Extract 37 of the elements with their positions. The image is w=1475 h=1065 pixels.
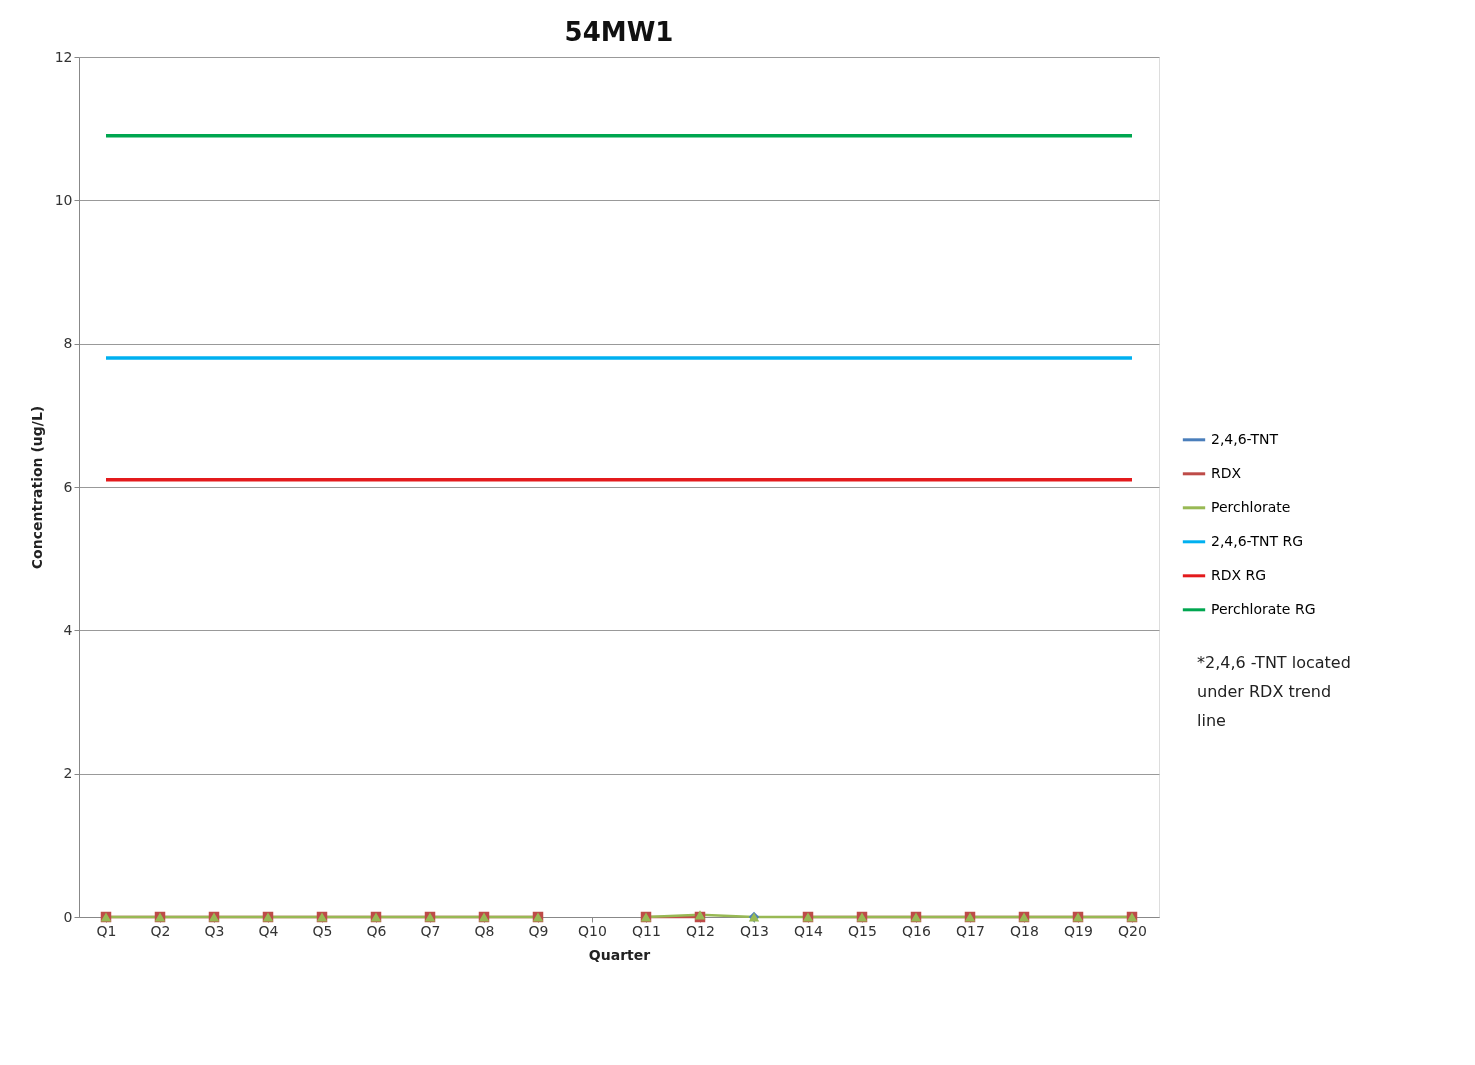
x-tick-label: Q2 bbox=[150, 922, 171, 939]
x-tick-label: Q16 bbox=[902, 922, 931, 939]
x-tick-label: Q7 bbox=[420, 922, 441, 939]
x-tick-label: Q12 bbox=[686, 922, 715, 939]
x-tick-label: Q20 bbox=[1118, 922, 1147, 939]
x-tick-label: Q1 bbox=[96, 922, 117, 939]
legend-label: 2,4,6-TNT RG bbox=[1211, 532, 1303, 549]
x-tick-label: Q4 bbox=[258, 922, 279, 939]
x-tick-label: Q10 bbox=[578, 922, 607, 939]
x-tick-label: Q11 bbox=[632, 922, 661, 939]
x-tick-label: Q13 bbox=[740, 922, 769, 939]
x-tick-label: Q8 bbox=[474, 922, 495, 939]
legend-label: 2,4,6-TNT bbox=[1211, 430, 1279, 447]
x-tick-label: Q18 bbox=[1010, 922, 1039, 939]
legend-label: RDX bbox=[1211, 464, 1242, 481]
x-tick-label: Q15 bbox=[848, 922, 877, 939]
x-tick-label: Q3 bbox=[204, 922, 225, 939]
legend-label: RDX RG bbox=[1211, 566, 1267, 583]
x-tick-label: Q19 bbox=[1064, 922, 1093, 939]
y-tick-label: 0 bbox=[63, 908, 73, 925]
x-tick-label: Q6 bbox=[366, 922, 387, 939]
x-tick-label: Q9 bbox=[528, 922, 549, 939]
chart-title: 54MW1 bbox=[564, 17, 674, 47]
y-tick-label: 10 bbox=[54, 191, 73, 208]
legend-label: Perchlorate bbox=[1211, 498, 1291, 515]
y-tick-label: 4 bbox=[63, 621, 73, 638]
text: *2,4,6 -TNT located under RDX trend line bbox=[1197, 652, 1351, 730]
legend-label: Perchlorate RG bbox=[1211, 600, 1316, 617]
y-tick-label: 2 bbox=[63, 765, 73, 782]
x-tick-label: Q14 bbox=[794, 922, 823, 939]
x-tick-label: Q5 bbox=[312, 922, 333, 939]
y-axis-title: Concentration (ug/L) bbox=[28, 405, 45, 570]
x-axis-title: Quarter bbox=[588, 946, 651, 963]
y-tick-label: 12 bbox=[54, 48, 73, 65]
y-tick-label: 6 bbox=[63, 478, 73, 495]
x-tick-label: Q17 bbox=[956, 922, 985, 939]
y-tick-label: 8 bbox=[63, 335, 73, 352]
